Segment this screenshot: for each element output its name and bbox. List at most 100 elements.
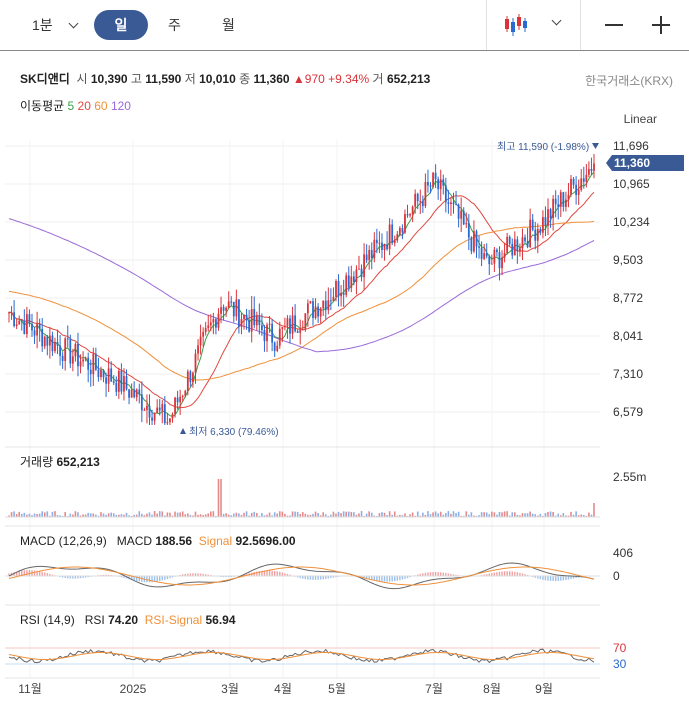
candle-body: [176, 397, 179, 403]
candle-body: [222, 307, 225, 311]
candle-body: [8, 312, 10, 314]
volume-bar: [138, 511, 141, 517]
macd-histogram-bar: [256, 571, 258, 577]
volume-bar: [363, 515, 365, 517]
macd-histogram-bar: [440, 572, 442, 577]
candle-body: [332, 296, 335, 302]
volume-bar: [442, 514, 445, 517]
x-axis-label: 8월: [483, 682, 501, 696]
candle-body: [363, 254, 365, 278]
timeframe-day[interactable]: 일: [94, 10, 148, 40]
timeframe-month[interactable]: 월: [222, 10, 235, 40]
candle-body: [421, 200, 424, 207]
macd-histogram-bar: [330, 576, 332, 579]
candle-body: [549, 209, 552, 218]
volume-bar: [416, 511, 419, 517]
volume-bar: [135, 514, 138, 517]
candle-body: [189, 371, 192, 383]
volume-bar: [61, 515, 64, 517]
macd-histogram-bar: [36, 570, 38, 577]
volume-bar: [350, 511, 353, 517]
ma-20-line: [9, 191, 595, 409]
current-price-text: 11,360: [614, 156, 650, 170]
candle-body: [375, 239, 378, 244]
volume-bar: [266, 514, 268, 517]
volume-bar: [319, 515, 322, 517]
candle-body: [457, 204, 460, 219]
macd-histogram-bar: [146, 576, 148, 583]
volume-bar: [225, 513, 227, 517]
candle-body: [163, 404, 166, 424]
candlestick-icon[interactable]: [504, 12, 530, 38]
timeframe-1min[interactable]: 1분: [32, 10, 53, 40]
volume-bar: [286, 515, 289, 517]
candle-body: [181, 395, 184, 397]
volume-bar: [133, 514, 135, 517]
macd-histogram-bar: [261, 570, 263, 577]
volume-bar: [112, 513, 115, 517]
macd-histogram-bar: [503, 571, 506, 577]
macd-histogram-bar: [84, 576, 87, 578]
candle-body: [309, 301, 312, 304]
volume-bar: [26, 514, 28, 517]
candle-body: [465, 223, 468, 225]
macd-histogram-bar: [447, 573, 450, 577]
volume-bar: [115, 514, 118, 517]
volume-bar: [258, 515, 261, 517]
candle-body: [135, 389, 138, 398]
candle-body: [299, 329, 302, 333]
candle-body: [570, 178, 572, 195]
macd-histogram-bar: [253, 572, 255, 577]
volume-bar: [483, 512, 485, 517]
volume-bar: [353, 512, 355, 517]
volume-bar: [572, 514, 575, 517]
candle-body: [511, 243, 514, 256]
price-axis-tick: 8,041: [613, 329, 643, 343]
volume-bar: [445, 513, 447, 517]
candle-body: [148, 405, 151, 418]
price-axis-tick: 8,772: [613, 291, 643, 305]
candle-body: [447, 202, 450, 205]
candle-body: [66, 338, 69, 340]
candle-body: [232, 301, 235, 317]
timeframe-1min-label: 1분: [32, 17, 53, 33]
candle-body: [572, 178, 575, 185]
volume-bar: [250, 512, 253, 517]
candle-body: [580, 178, 583, 190]
macd-histogram-bar: [148, 576, 151, 583]
macd-histogram-bar: [314, 576, 317, 580]
candle-body: [225, 307, 228, 311]
moving-average-legend[interactable]: 이동평균 5 20 60 120: [20, 97, 131, 114]
stock-info: SK디앤디 시 10,390 고 11,590 저 10,010 종 11,36…: [20, 70, 430, 87]
volume-bar: [360, 511, 363, 517]
candle-body: [419, 200, 422, 202]
scale-selector[interactable]: Linear: [623, 112, 657, 126]
volume-bar: [457, 511, 460, 517]
candle-body: [368, 249, 371, 261]
candle-body: [335, 280, 337, 297]
candle-body: [542, 217, 544, 233]
candle-body: [475, 231, 478, 247]
price-axis-tick: 9,503: [613, 253, 643, 267]
candle-body: [562, 192, 565, 207]
toolbar-divider-2: [580, 0, 581, 50]
macd-histogram-bar: [399, 576, 401, 581]
volume-panel-label: 거래량 652,213: [20, 453, 100, 470]
candle-body: [342, 292, 345, 295]
timeframe-week[interactable]: 주: [168, 10, 181, 40]
volume-bar: [215, 515, 217, 517]
volume-bar: [549, 511, 552, 517]
volume-bar: [473, 515, 475, 517]
macd-histogram-bar: [74, 576, 77, 579]
candle-body: [217, 313, 220, 328]
minus-icon[interactable]: [605, 24, 623, 26]
x-axis-label: 3월: [221, 682, 239, 696]
low-value: 10,010: [199, 72, 236, 86]
volume-bar: [153, 511, 156, 517]
candle-body: [503, 253, 506, 258]
volume-bar: [13, 511, 15, 517]
candle-body: [480, 247, 483, 259]
candle-body: [414, 193, 417, 207]
macd-histogram-bar: [508, 571, 511, 577]
